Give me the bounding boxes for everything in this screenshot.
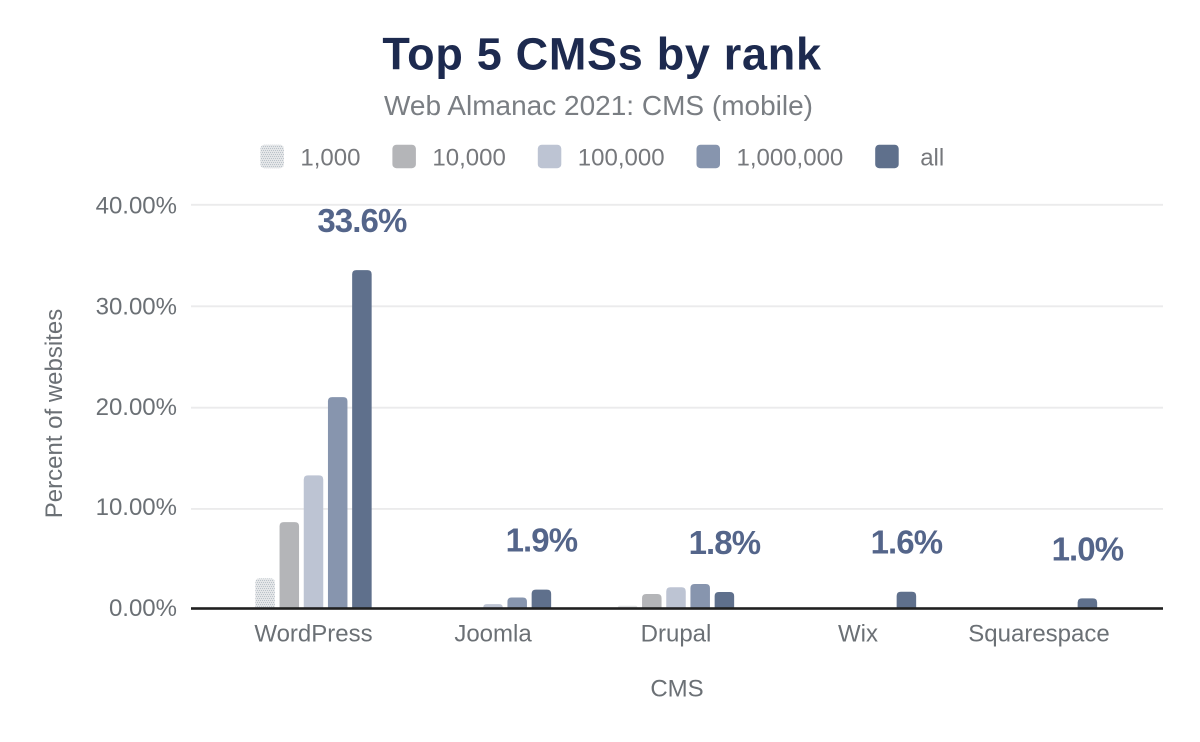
svg-text:WordPress: WordPress bbox=[254, 620, 372, 647]
svg-text:100,000: 100,000 bbox=[578, 145, 665, 172]
svg-text:40.00%: 40.00% bbox=[96, 193, 177, 220]
svg-text:10,000: 10,000 bbox=[432, 145, 505, 172]
svg-text:1.0%: 1.0% bbox=[1052, 530, 1124, 567]
svg-text:1.8%: 1.8% bbox=[689, 524, 761, 561]
svg-text:33.6%: 33.6% bbox=[317, 202, 407, 239]
svg-text:Squarespace: Squarespace bbox=[968, 620, 1109, 647]
svg-text:30.00%: 30.00% bbox=[96, 293, 177, 320]
svg-text:Percent of websites: Percent of websites bbox=[41, 309, 68, 518]
svg-text:all: all bbox=[920, 145, 944, 172]
svg-text:Joomla: Joomla bbox=[454, 620, 532, 647]
svg-text:0.00%: 0.00% bbox=[109, 595, 177, 622]
svg-text:CMS: CMS bbox=[650, 676, 703, 703]
svg-text:1.9%: 1.9% bbox=[506, 522, 578, 559]
svg-text:Web Almanac 2021: CMS (mobile): Web Almanac 2021: CMS (mobile) bbox=[384, 90, 813, 121]
svg-text:Drupal: Drupal bbox=[641, 620, 712, 647]
svg-text:1,000,000: 1,000,000 bbox=[737, 145, 844, 172]
svg-text:10.00%: 10.00% bbox=[96, 494, 177, 521]
svg-text:1,000: 1,000 bbox=[300, 145, 360, 172]
svg-text:Wix: Wix bbox=[838, 620, 878, 647]
svg-text:20.00%: 20.00% bbox=[96, 394, 177, 421]
svg-text:Top 5 CMSs by rank: Top 5 CMSs by rank bbox=[382, 28, 822, 79]
svg-text:1.6%: 1.6% bbox=[871, 524, 943, 561]
